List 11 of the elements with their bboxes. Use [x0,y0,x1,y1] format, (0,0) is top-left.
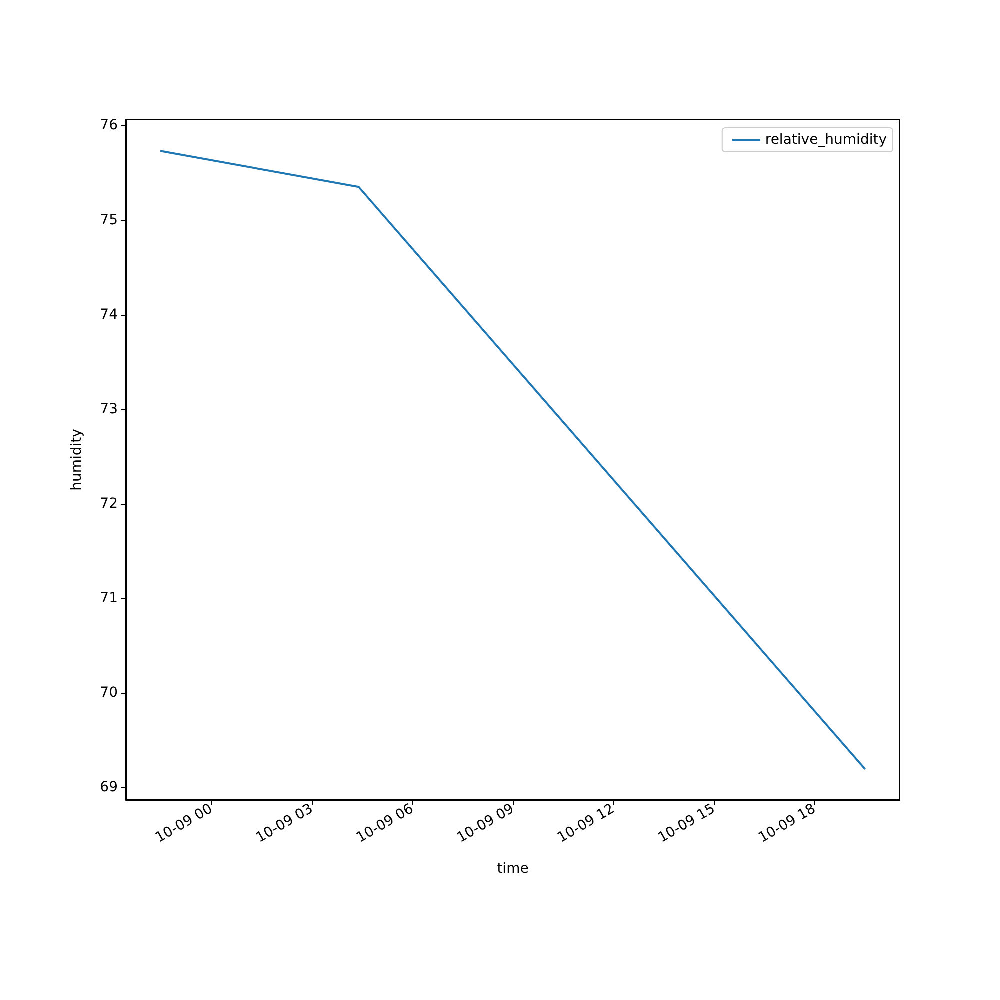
y-axis-title: humidity [69,429,85,491]
y-tick-label: 70 [100,685,118,702]
legend-label: relative_humidity [765,132,888,148]
y-tick-label: 74 [100,306,118,323]
y-tick-label: 73 [100,401,118,418]
y-tick-label: 75 [100,212,118,228]
y-tick-label: 69 [100,780,118,796]
y-tick-label: 72 [100,496,118,512]
y-tick-label: 76 [100,118,118,134]
x-axis-title: time [497,861,529,877]
y-tick-label: 71 [100,590,118,607]
